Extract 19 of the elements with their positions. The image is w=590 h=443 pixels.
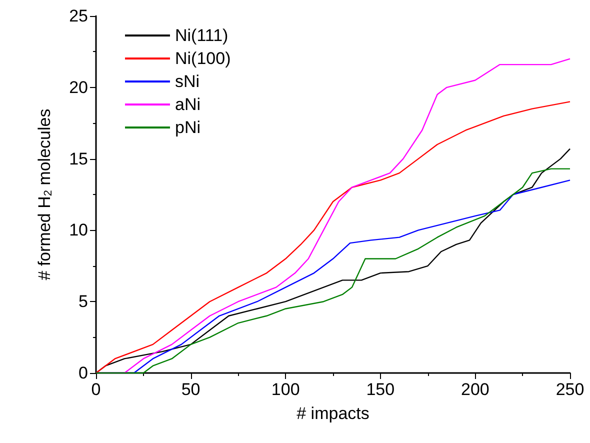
x-tick-label: 200: [461, 380, 490, 399]
legend-label: Ni(111): [175, 26, 228, 45]
x-tick-label: 50: [181, 380, 200, 399]
legend-label: sNi: [175, 72, 200, 91]
x-axis-title: # impacts: [296, 404, 370, 423]
x-tick-label: 100: [271, 380, 300, 399]
y-tick-label: 15: [69, 149, 88, 168]
legend-label: aNi: [175, 95, 201, 114]
x-tick-label: 250: [556, 380, 584, 399]
legend-label: Ni(100): [175, 49, 231, 68]
y-tick-label: 25: [69, 6, 88, 26]
y-tick-label: 10: [69, 220, 88, 240]
y-tick-label: 0: [78, 364, 88, 382]
y-axis-title: # formed H2 molecules: [35, 108, 54, 280]
x-tick-label: 150: [366, 380, 395, 399]
x-tick-label: 0: [91, 380, 101, 399]
legend-label: pNi: [175, 118, 201, 137]
y-tick-label: 20: [69, 78, 88, 97]
y-tick-label: 5: [78, 292, 88, 312]
